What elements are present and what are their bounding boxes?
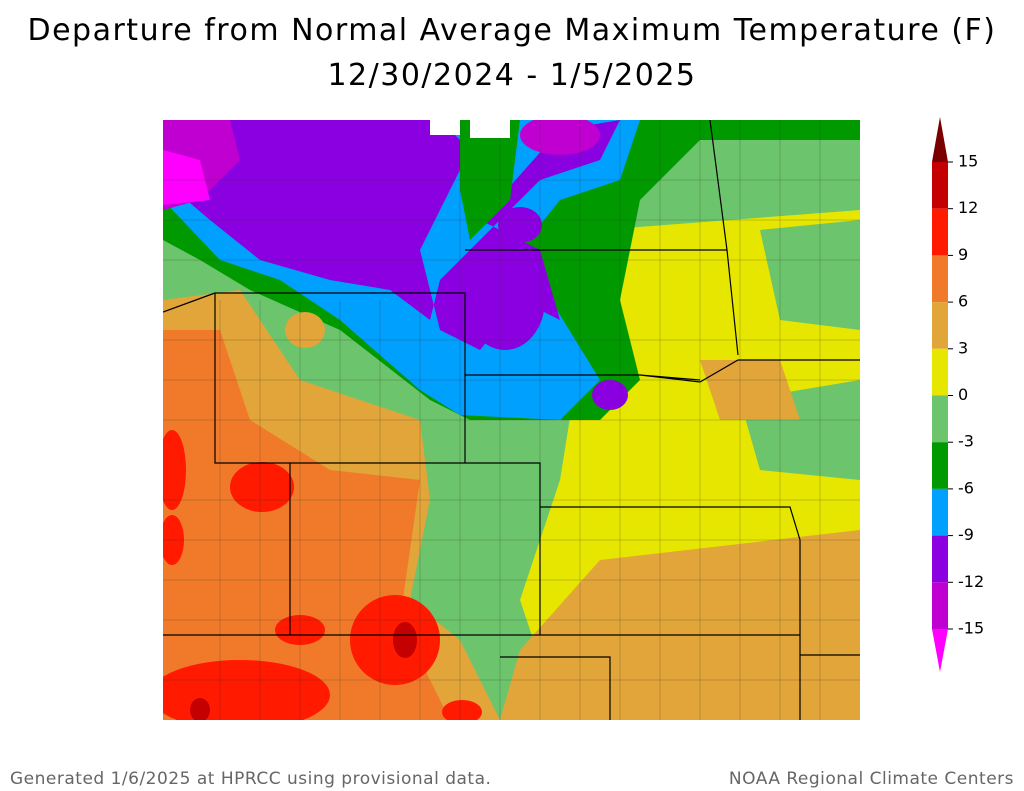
legend-label: -12 <box>958 572 984 591</box>
legend-band <box>932 348 948 396</box>
legend-band <box>932 488 948 536</box>
legend-band <box>932 442 948 489</box>
legend-arrow <box>932 117 948 162</box>
legend-band <box>932 208 948 256</box>
map <box>163 120 860 720</box>
legend-band <box>932 535 948 583</box>
legend-band <box>932 582 948 629</box>
legend-band <box>932 395 948 443</box>
legend-label: 15 <box>958 152 978 171</box>
legend-label: 3 <box>958 338 968 357</box>
footer-right: NOAA Regional Climate Centers <box>729 769 1014 789</box>
legend-label: -3 <box>958 432 974 451</box>
legend-band <box>932 162 948 209</box>
legend-band <box>932 302 948 349</box>
title: Departure from Normal Average Maximum Te… <box>27 13 996 48</box>
footer-left: Generated 1/6/2025 at HPRCC using provis… <box>10 769 491 789</box>
legend: 15 12 9 6 3 0 -3 -6 -9 -12 -15 <box>932 117 984 672</box>
legend-arrow <box>932 629 948 672</box>
legend-label: 9 <box>958 245 968 264</box>
legend-label: 6 <box>958 292 968 311</box>
legend-band <box>932 255 948 303</box>
subtitle: 12/30/2024 - 1/5/2025 <box>327 58 696 93</box>
legend-label: 12 <box>958 198 978 217</box>
legend-label: -6 <box>958 478 974 497</box>
legend-label: -9 <box>958 525 974 544</box>
legend-label: 0 <box>958 385 968 404</box>
legend-label: -15 <box>958 619 984 638</box>
